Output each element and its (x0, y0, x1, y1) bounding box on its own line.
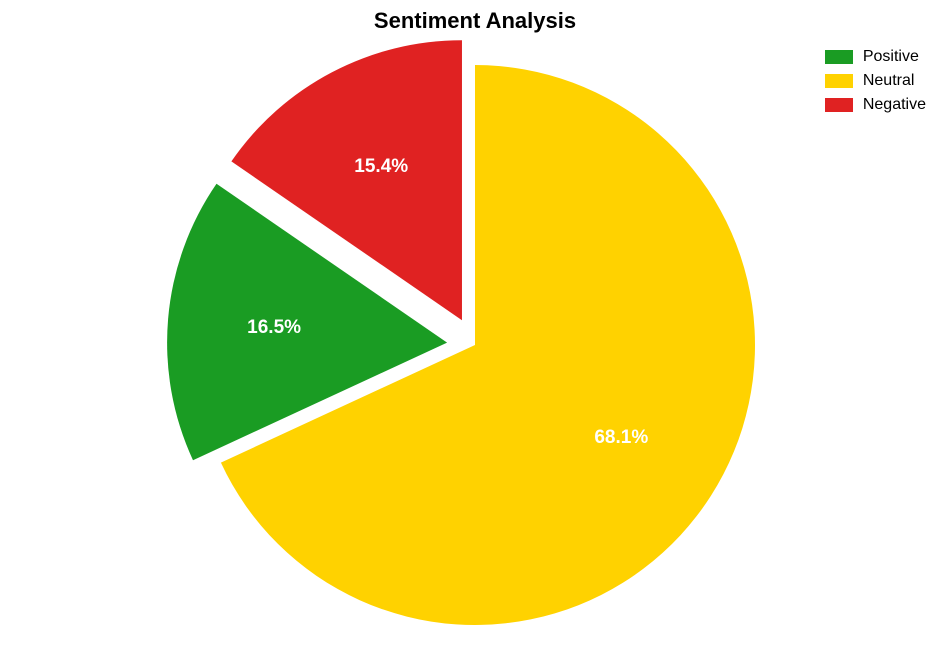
pie-chart (0, 0, 950, 662)
legend-item-positive: Positive (825, 48, 926, 66)
legend-swatch-negative (825, 98, 853, 112)
legend-label-positive: Positive (863, 48, 919, 66)
legend-item-neutral: Neutral (825, 72, 926, 90)
legend-item-negative: Negative (825, 96, 926, 114)
chart-container: Sentiment Analysis PositiveNeutralNegati… (0, 0, 950, 662)
legend-swatch-positive (825, 50, 853, 64)
slice-label-positive: 16.5% (247, 317, 301, 339)
legend: Positive Neutral Negative (825, 48, 926, 114)
legend-swatch-neutral (825, 74, 853, 88)
legend-label-neutral: Neutral (863, 72, 915, 90)
legend-label-negative: Negative (863, 96, 926, 114)
slice-label-neutral: 68.1% (594, 427, 648, 449)
slice-label-negative: 15.4% (354, 156, 408, 178)
